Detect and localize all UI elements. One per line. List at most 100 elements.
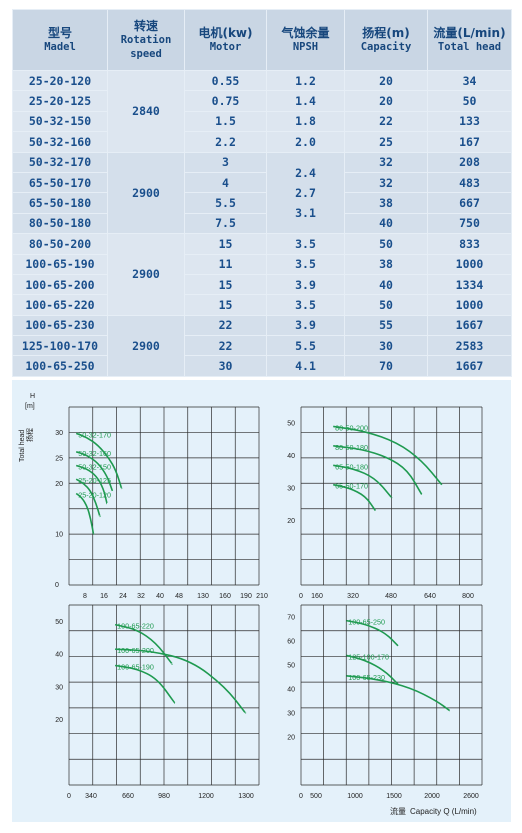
- series-curve: [346, 654, 399, 685]
- table-row: 25-20-125 0.75 1.4 20 50: [12, 90, 512, 112]
- cell-head: 208: [427, 151, 512, 173]
- cell-capacity: 70: [344, 355, 428, 377]
- header-motor: 电机(kw) Motor: [184, 9, 267, 71]
- x-tick-label: 1200: [198, 793, 214, 800]
- y-tick-label: 30: [55, 684, 63, 691]
- cell-model: 50-32-170: [12, 151, 108, 173]
- cell-capacity: 30: [344, 335, 428, 357]
- y-tick-label: 30: [287, 485, 295, 492]
- x-tick-label: 480: [385, 593, 397, 600]
- cell-model: 100-65-200: [12, 273, 108, 296]
- cell-motor: 1.5: [184, 110, 267, 133]
- y-tick-label: 25: [55, 455, 63, 462]
- cell-capacity: 38: [344, 192, 428, 214]
- table-row: 100-65-230 2900 22 3.9 55 1667: [12, 314, 512, 377]
- y-axis-title-cn: 扬程: [25, 428, 34, 442]
- x-tick-label: 160: [219, 593, 231, 600]
- cell-npsh: 3.5: [266, 233, 345, 255]
- cell-motor: 2.2: [184, 131, 267, 153]
- cell-model: 25-20-120: [12, 69, 108, 92]
- table-row: 100-65-220 15 3.5 50 1000: [12, 294, 512, 316]
- cell-capacity: 32: [344, 171, 428, 194]
- cell-capacity: 20: [344, 90, 428, 112]
- cell-capacity: 40: [344, 212, 428, 235]
- x-tick-label: 48: [175, 593, 183, 600]
- table-row: 100-65-200 15 3.9 40 1334: [12, 273, 512, 296]
- series-label: 80-50-180: [335, 443, 368, 452]
- origin-label: 0: [55, 582, 59, 589]
- cell-model: 80-50-180: [12, 212, 108, 235]
- cell-npsh: 1.2: [266, 69, 345, 92]
- header-capacity: 扬程(m) Capacity: [344, 9, 428, 71]
- series-label: 50-32-160: [78, 449, 111, 458]
- cell-speed: 2900: [107, 151, 185, 235]
- cell-npsh: 5.5: [266, 335, 345, 357]
- table-row: 50-32-170 2900 3 2.4 2.7 3.1 32 208: [12, 151, 512, 235]
- x-tick-label: 1000: [347, 793, 363, 800]
- x-tick-label: 500: [310, 793, 322, 800]
- x-tick-label: 980: [158, 793, 170, 800]
- y-tick-label: 20: [55, 717, 63, 724]
- x-tick-label: 2600: [463, 793, 479, 800]
- performance-curves-panel: 10 20 25 30 8 16 24 32 40 48 130 160 190 210 0 50-32-17…: [12, 380, 511, 822]
- cell-capacity: 20: [344, 69, 428, 92]
- header-speed: 转速 Rotation speed: [107, 9, 185, 71]
- cell-capacity: 55: [344, 314, 428, 337]
- series-label: 65-50-170: [335, 482, 368, 491]
- y-tick-label: 10: [55, 532, 63, 539]
- cell-speed: 2900: [107, 233, 185, 316]
- x-tick-label: 2000: [424, 793, 440, 800]
- npsh-value: 2.4: [295, 165, 316, 180]
- table-row: 65-50-180 5.5 38 667: [12, 192, 512, 214]
- x-tick-label: 40: [156, 593, 164, 600]
- y-axis-unit: [m]: [25, 403, 35, 410]
- x-tick-label: 640: [424, 593, 436, 600]
- cell-head: 483: [427, 171, 512, 194]
- series-label: 80-50-200: [335, 423, 368, 432]
- table-row: 50-32-160 2.2 2.0 25 167: [12, 131, 512, 153]
- cell-motor: 15: [184, 233, 267, 255]
- cell-motor: 5.5: [184, 192, 267, 214]
- cell-npsh: 1.8: [266, 110, 345, 133]
- header-total-head: 流量(L/min) Total head: [427, 9, 512, 71]
- cell-npsh: 3.9: [266, 314, 345, 337]
- x-tick-label: 800: [462, 593, 474, 600]
- x-tick-label: 190: [240, 593, 252, 600]
- table-row: 65-50-170 4 32 483: [12, 171, 512, 194]
- series-label: 100-65-250: [348, 618, 385, 627]
- cell-head: 2583: [427, 335, 512, 357]
- cell-speed: 2840: [107, 70, 185, 153]
- series-curve: [333, 425, 443, 486]
- cell-model: 80-50-200: [12, 233, 108, 255]
- x-tick-label: 0: [67, 793, 71, 800]
- x-tick-label: 340: [85, 793, 97, 800]
- x-tick-label: 160: [311, 593, 323, 600]
- y-tick-label: 50: [287, 663, 295, 670]
- cell-capacity: 38: [344, 253, 428, 275]
- table-header-row: 型号 Madel 转速 Rotation speed 电机(kw) Motor 气蚀余…: [12, 9, 512, 71]
- cell-npsh: 3.9: [266, 273, 345, 296]
- cell-capacity: 32: [344, 151, 428, 173]
- x-tick-label: 0: [299, 593, 303, 600]
- cell-model: 50-32-150: [12, 110, 108, 133]
- x-tick-label: 660: [122, 793, 134, 800]
- x-tick-label: 320: [347, 593, 359, 600]
- cell-capacity: 25: [344, 131, 428, 153]
- spec-table-wrap: 型号 Madel 转速 Rotation speed 电机(kw) Motor 气蚀余…: [12, 9, 512, 377]
- y-tick-label: 60: [287, 639, 295, 646]
- header-model: 型号 Madel: [12, 9, 108, 71]
- series-label: 100-65-200: [117, 646, 154, 655]
- chart-panel-1: [68, 406, 260, 586]
- cell-model: 100-65-190: [12, 253, 108, 275]
- chart-panel-2: [300, 406, 483, 586]
- y-tick-label: 20: [55, 481, 63, 488]
- series-curve: [333, 483, 377, 512]
- series-label: 25-20-125: [78, 476, 111, 485]
- cell-head: 1334: [427, 273, 512, 296]
- table-row: 80-50-200 2900 15 3.5 50 833: [12, 233, 512, 316]
- series-curve: [75, 492, 95, 535]
- cell-head: 1667: [427, 314, 512, 337]
- cell-motor: 30: [184, 355, 267, 377]
- cell-capacity: 22: [344, 110, 428, 133]
- cell-model: 100-65-220: [12, 294, 108, 316]
